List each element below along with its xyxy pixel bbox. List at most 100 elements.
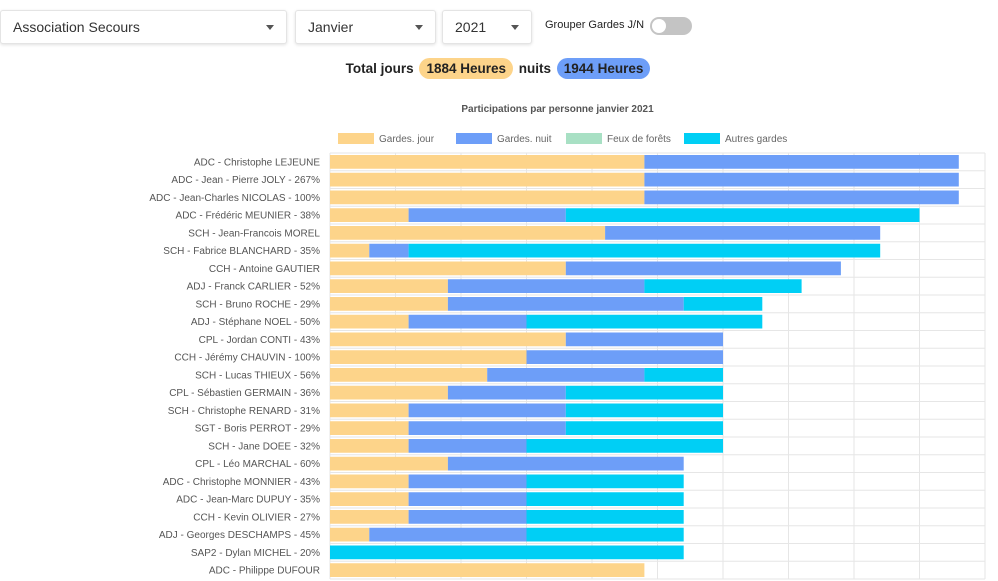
category-label: ADC - Christophe LEJEUNE <box>194 157 320 168</box>
bar-segment <box>565 385 723 400</box>
group-toggle[interactable] <box>650 17 692 35</box>
bar-segment <box>526 314 763 329</box>
month-select-value: Janvier <box>308 19 354 35</box>
legend-swatch <box>566 133 602 144</box>
bar-segment <box>330 421 409 435</box>
legend-label: Gardes. jour <box>379 134 435 145</box>
legend-swatch <box>456 133 492 144</box>
bar-segment <box>330 368 488 382</box>
chart-title: Participations par personne janvier 2021 <box>461 104 654 115</box>
category-label: ADC - Jean - Pierre JOLY - 267% <box>171 175 320 186</box>
category-label: SAP2 - Dylan MICHEL - 20% <box>191 548 320 559</box>
bar-segment <box>565 208 920 222</box>
bar-segment <box>330 314 409 329</box>
bar-segment <box>330 563 645 577</box>
total-night-badge: 1944 Heures <box>556 58 651 79</box>
category-label: SGT - Boris PERROT - 29% <box>195 424 320 435</box>
bar-segment <box>330 527 370 542</box>
bar-segment <box>369 527 527 542</box>
category-label: CPL - Léo MARCHAL - 60% <box>195 459 320 470</box>
bar-segment <box>644 172 959 187</box>
category-label: SCH - Jane DOEE - 32% <box>208 441 320 452</box>
bar-segment <box>526 350 723 364</box>
bar-segment <box>330 155 645 169</box>
bar-segment <box>447 456 684 471</box>
bar-segment <box>330 279 448 293</box>
bar-segment <box>330 261 566 276</box>
bar-segment <box>408 492 527 506</box>
legend-swatch <box>338 133 374 144</box>
bar-segment <box>526 492 684 506</box>
bar-segment <box>408 439 527 453</box>
legend-label: Gardes. nuit <box>497 134 552 145</box>
category-label: ADJ - Georges DESCHAMPS - 45% <box>159 530 320 541</box>
bar-segment <box>330 243 370 258</box>
category-label: CCH - Jérémy CHAUVIN - 100% <box>174 353 320 364</box>
bar-segment <box>447 385 566 400</box>
category-label: ADC - Philippe DUFOUR <box>209 566 320 577</box>
category-label: ADC - Christophe MONNIER - 43% <box>163 477 320 488</box>
bar-segment <box>330 492 409 506</box>
category-label: ADC - Jean-Charles NICOLAS - 100% <box>149 193 320 204</box>
bar-segment <box>330 474 409 489</box>
bar-segment <box>644 190 959 205</box>
association-select-value: Association Secours <box>13 19 140 35</box>
bar-segment <box>565 421 723 435</box>
bar-segment <box>408 314 527 329</box>
legend-label: Autres gardes <box>725 134 787 145</box>
category-label: CPL - Jordan CONTI - 43% <box>199 335 320 346</box>
bar-segment <box>526 527 684 542</box>
bar-segment <box>408 510 527 524</box>
chevron-down-icon <box>266 25 274 30</box>
bar-segment <box>565 403 723 418</box>
category-label: ADC - Jean-Marc DUPUY - 35% <box>176 495 320 506</box>
category-label: CCH - Kevin OLIVIER - 27% <box>193 512 320 523</box>
group-toggle-label: Grouper Gardes J/N <box>545 19 645 31</box>
bar-segment <box>447 297 684 311</box>
bar-segment <box>644 368 723 382</box>
bar-segment <box>408 243 881 258</box>
bar-segment <box>330 226 606 240</box>
chevron-down-icon <box>415 25 423 30</box>
bar-segment <box>408 403 566 418</box>
legend-swatch <box>684 133 720 144</box>
category-label: SCH - Fabrice BLANCHARD - 35% <box>163 246 320 257</box>
bar-segment <box>330 403 409 418</box>
chevron-down-icon <box>511 25 519 30</box>
bar-segment <box>447 279 645 293</box>
bar-segment <box>408 474 527 489</box>
bar-segment <box>330 385 448 400</box>
bar-segment <box>487 368 645 382</box>
bar-segment <box>605 226 881 240</box>
bar-segment <box>408 208 566 222</box>
bar-segment <box>408 421 566 435</box>
category-label: SCH - Lucas THIEUX - 56% <box>195 370 320 381</box>
month-select[interactable]: Janvier <box>295 10 436 44</box>
bar-segment <box>526 474 684 489</box>
bar-segment <box>565 261 841 276</box>
bar-segment <box>330 190 645 205</box>
year-select-value: 2021 <box>455 19 487 35</box>
category-label: SCH - Bruno ROCHE - 29% <box>196 299 321 310</box>
year-select[interactable]: 2021 <box>442 10 532 44</box>
bar-segment <box>330 350 527 364</box>
bar-segment <box>330 172 645 187</box>
total-day-label: Total jours <box>345 61 414 76</box>
category-label: SCH - Christophe RENARD - 31% <box>168 406 320 417</box>
category-label: SCH - Jean-Francois MOREL <box>188 228 320 239</box>
category-label: ADJ - Franck CARLIER - 52% <box>187 282 320 293</box>
bar-segment <box>526 439 723 453</box>
toggle-knob <box>652 19 666 33</box>
legend-label: Feux de forêts <box>607 134 671 145</box>
total-day-badge: 1884 Heures <box>419 58 513 79</box>
bar-segment <box>330 439 409 453</box>
bar-segment <box>330 545 684 560</box>
category-label: ADC - Frédéric MEUNIER - 38% <box>176 211 321 222</box>
category-label: CCH - Antoine GAUTIER <box>209 264 320 275</box>
category-label: CPL - Sébastien GERMAIN - 36% <box>169 388 320 399</box>
bar-segment <box>330 456 448 471</box>
total-night-label: nuits <box>518 61 552 76</box>
association-select[interactable]: Association Secours <box>0 10 287 44</box>
bar-segment <box>330 332 566 347</box>
totals-line: Total jours 1884 Heures nuits 1944 Heure… <box>0 58 998 79</box>
